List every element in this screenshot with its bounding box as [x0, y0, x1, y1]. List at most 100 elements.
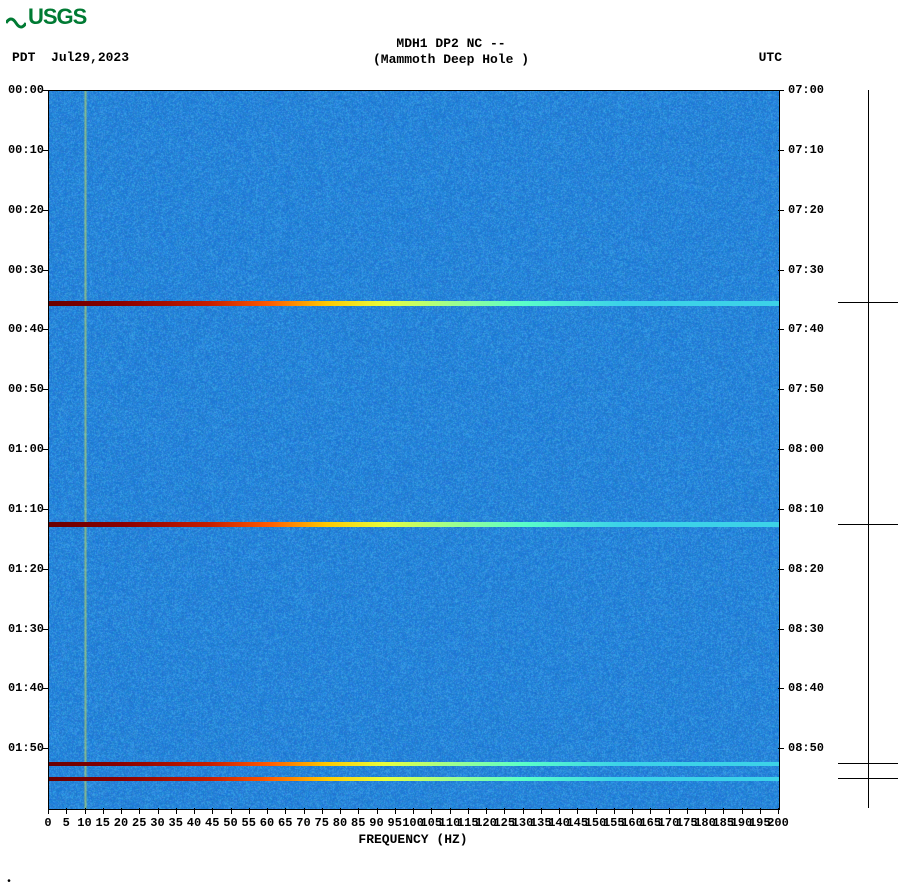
x-label: 50 [223, 816, 237, 830]
y-tick-right [778, 389, 784, 390]
x-label: 25 [132, 816, 146, 830]
x-tick [669, 808, 670, 814]
y-label-right: 08:30 [788, 622, 824, 636]
y-label-right: 07:00 [788, 83, 824, 97]
x-tick [121, 808, 122, 814]
x-label: 0 [44, 816, 51, 830]
y-label-left: 00:50 [0, 382, 44, 396]
event-band [49, 762, 779, 766]
x-tick [66, 808, 67, 814]
x-tick [413, 808, 414, 814]
event-band [49, 301, 779, 306]
logo-text: USGS [28, 4, 86, 30]
event-band [49, 522, 779, 527]
spectrogram-plot [48, 90, 780, 810]
x-tick [577, 808, 578, 814]
x-label: 85 [351, 816, 365, 830]
x-label: 95 [388, 816, 402, 830]
wave-icon [6, 9, 26, 25]
chart-container: USGS PDT Jul29,2023 MDH1 DP2 NC -- (Mamm… [0, 0, 902, 892]
x-label: 10 [77, 816, 91, 830]
y-tick-right [778, 629, 784, 630]
x-tick [285, 808, 286, 814]
x-label: 200 [767, 816, 789, 830]
x-tick [358, 808, 359, 814]
x-label: 30 [150, 816, 164, 830]
x-label: 15 [96, 816, 110, 830]
spectrogram-canvas [49, 91, 779, 809]
x-label: 55 [242, 816, 256, 830]
x-tick [340, 808, 341, 814]
y-label-left: 01:00 [0, 442, 44, 456]
x-tick [468, 808, 469, 814]
right-ext-line [868, 90, 869, 808]
y-tick-right [778, 688, 784, 689]
y-label-left: 01:10 [0, 502, 44, 516]
y-label-right: 08:00 [788, 442, 824, 456]
y-label-right: 07:30 [788, 263, 824, 277]
x-label: 5 [63, 816, 70, 830]
x-tick [304, 808, 305, 814]
x-label: 20 [114, 816, 128, 830]
y-label-left: 00:40 [0, 322, 44, 336]
y-tick-right [778, 329, 784, 330]
y-label-left: 00:20 [0, 203, 44, 217]
x-tick [742, 808, 743, 814]
x-tick [504, 808, 505, 814]
x-tick [778, 808, 779, 814]
x-tick [596, 808, 597, 814]
x-label: 75 [315, 816, 329, 830]
x-tick [559, 808, 560, 814]
x-tick [231, 808, 232, 814]
x-tick [523, 808, 524, 814]
y-tick-right [778, 210, 784, 211]
x-label: 80 [333, 816, 347, 830]
x-tick [139, 808, 140, 814]
y-label-left: 01:50 [0, 741, 44, 755]
y-label-right: 07:10 [788, 143, 824, 157]
event-band [49, 777, 779, 781]
x-tick [322, 808, 323, 814]
x-tick [632, 808, 633, 814]
right-tz: UTC [759, 50, 782, 65]
footnote: • [6, 877, 12, 888]
x-label: 65 [278, 816, 292, 830]
y-label-right: 07:50 [788, 382, 824, 396]
x-tick [650, 808, 651, 814]
usgs-logo: USGS [6, 4, 86, 30]
x-label: 45 [205, 816, 219, 830]
header-right: UTC [759, 50, 782, 65]
x-tick [85, 808, 86, 814]
x-tick [249, 808, 250, 814]
x-axis-title: FREQUENCY (HZ) [48, 832, 778, 847]
y-label-left: 00:10 [0, 143, 44, 157]
y-tick-right [778, 90, 784, 91]
y-tick-right [778, 150, 784, 151]
x-tick [176, 808, 177, 814]
y-label-left: 01:20 [0, 562, 44, 576]
x-tick [450, 808, 451, 814]
y-tick-right [778, 748, 784, 749]
right-ext-tick [838, 524, 898, 525]
x-tick [48, 808, 49, 814]
x-label: 70 [296, 816, 310, 830]
y-tick-right [778, 569, 784, 570]
right-ext-tick [838, 778, 898, 779]
x-tick [212, 808, 213, 814]
y-label-left: 01:40 [0, 681, 44, 695]
x-tick [377, 808, 378, 814]
x-tick [267, 808, 268, 814]
x-tick [158, 808, 159, 814]
x-tick [614, 808, 615, 814]
x-tick [705, 808, 706, 814]
y-label-right: 08:20 [788, 562, 824, 576]
y-label-right: 07:40 [788, 322, 824, 336]
y-label-left: 01:30 [0, 622, 44, 636]
y-label-left: 00:30 [0, 263, 44, 277]
x-tick [486, 808, 487, 814]
right-ext-tick [838, 302, 898, 303]
y-tick-right [778, 449, 784, 450]
right-ext-tick [838, 763, 898, 764]
y-label-right: 08:10 [788, 502, 824, 516]
x-label: 40 [187, 816, 201, 830]
